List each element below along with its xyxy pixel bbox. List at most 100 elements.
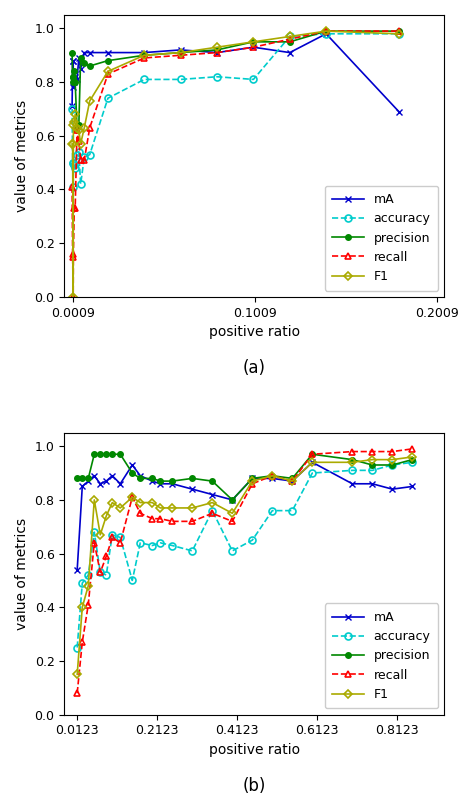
F1 [190, 503, 195, 513]
mA [349, 479, 355, 488]
precision [70, 72, 76, 82]
recall [71, 249, 76, 258]
accuracy [410, 458, 415, 467]
accuracy [78, 179, 83, 189]
mA [87, 48, 92, 58]
mA [129, 460, 135, 470]
Legend: mA, accuracy, precision, recall, F1: mA, accuracy, precision, recall, F1 [325, 185, 438, 291]
precision [229, 495, 235, 505]
F1 [251, 37, 256, 47]
mA [178, 45, 183, 55]
accuracy [390, 460, 395, 470]
mA [290, 476, 295, 486]
mA [390, 484, 395, 494]
F1 [141, 50, 147, 60]
F1 [109, 497, 115, 507]
F1 [396, 29, 401, 39]
recall [69, 182, 75, 192]
F1 [214, 42, 220, 52]
mA [70, 56, 76, 66]
precision [310, 450, 315, 459]
F1 [129, 492, 135, 502]
accuracy [178, 75, 183, 84]
mA [396, 107, 401, 117]
precision [410, 454, 415, 464]
Text: (a): (a) [243, 359, 266, 377]
mA [80, 482, 85, 492]
precision [323, 26, 329, 36]
accuracy [369, 466, 375, 475]
accuracy [141, 75, 147, 84]
precision [390, 460, 395, 470]
accuracy [85, 570, 91, 580]
mA [69, 101, 75, 111]
mA [310, 458, 315, 467]
accuracy [214, 72, 220, 82]
mA [82, 48, 87, 58]
accuracy [290, 505, 295, 515]
precision [190, 474, 195, 484]
F1 [369, 454, 375, 464]
precision [74, 474, 80, 484]
precision [137, 474, 143, 484]
F1 [69, 139, 75, 149]
accuracy [74, 150, 80, 160]
Text: (b): (b) [243, 777, 266, 795]
mA [74, 565, 80, 574]
accuracy [251, 75, 256, 84]
precision [178, 48, 183, 58]
mA [141, 48, 147, 58]
Line: F1: F1 [69, 28, 401, 300]
X-axis label: positive ratio: positive ratio [209, 743, 300, 757]
accuracy [210, 505, 215, 515]
precision [369, 460, 375, 470]
F1 [82, 123, 87, 133]
recall [410, 444, 415, 454]
F1 [390, 454, 395, 464]
recall [98, 568, 103, 578]
F1 [169, 503, 175, 513]
mA [91, 471, 97, 480]
precision [105, 56, 111, 66]
accuracy [105, 93, 111, 103]
F1 [71, 120, 76, 130]
mA [71, 83, 76, 92]
Line: recall: recall [69, 28, 402, 301]
precision [82, 58, 87, 68]
precision [214, 45, 220, 55]
F1 [290, 476, 295, 486]
recall [290, 476, 295, 486]
F1 [80, 603, 85, 612]
F1 [157, 503, 163, 513]
accuracy [137, 538, 143, 548]
mA [72, 77, 77, 87]
accuracy [87, 150, 92, 160]
recall [349, 446, 355, 456]
mA [410, 482, 415, 492]
recall [72, 203, 77, 213]
F1 [149, 497, 155, 507]
recall [310, 450, 315, 459]
recall [118, 538, 123, 548]
precision [149, 474, 155, 484]
mA [229, 495, 235, 505]
recall [229, 517, 235, 526]
precision [109, 450, 115, 459]
precision [69, 48, 75, 58]
F1 [74, 670, 80, 680]
precision [70, 72, 75, 82]
recall [129, 492, 135, 502]
mA [74, 75, 80, 84]
precision [76, 120, 82, 130]
mA [169, 479, 175, 488]
F1 [87, 96, 92, 106]
mA [287, 48, 292, 58]
precision [91, 450, 97, 459]
recall [214, 48, 220, 58]
precision [98, 450, 103, 459]
F1 [98, 530, 103, 539]
recall [73, 203, 78, 213]
Line: mA: mA [74, 458, 416, 573]
recall [82, 155, 87, 164]
accuracy [129, 576, 135, 586]
